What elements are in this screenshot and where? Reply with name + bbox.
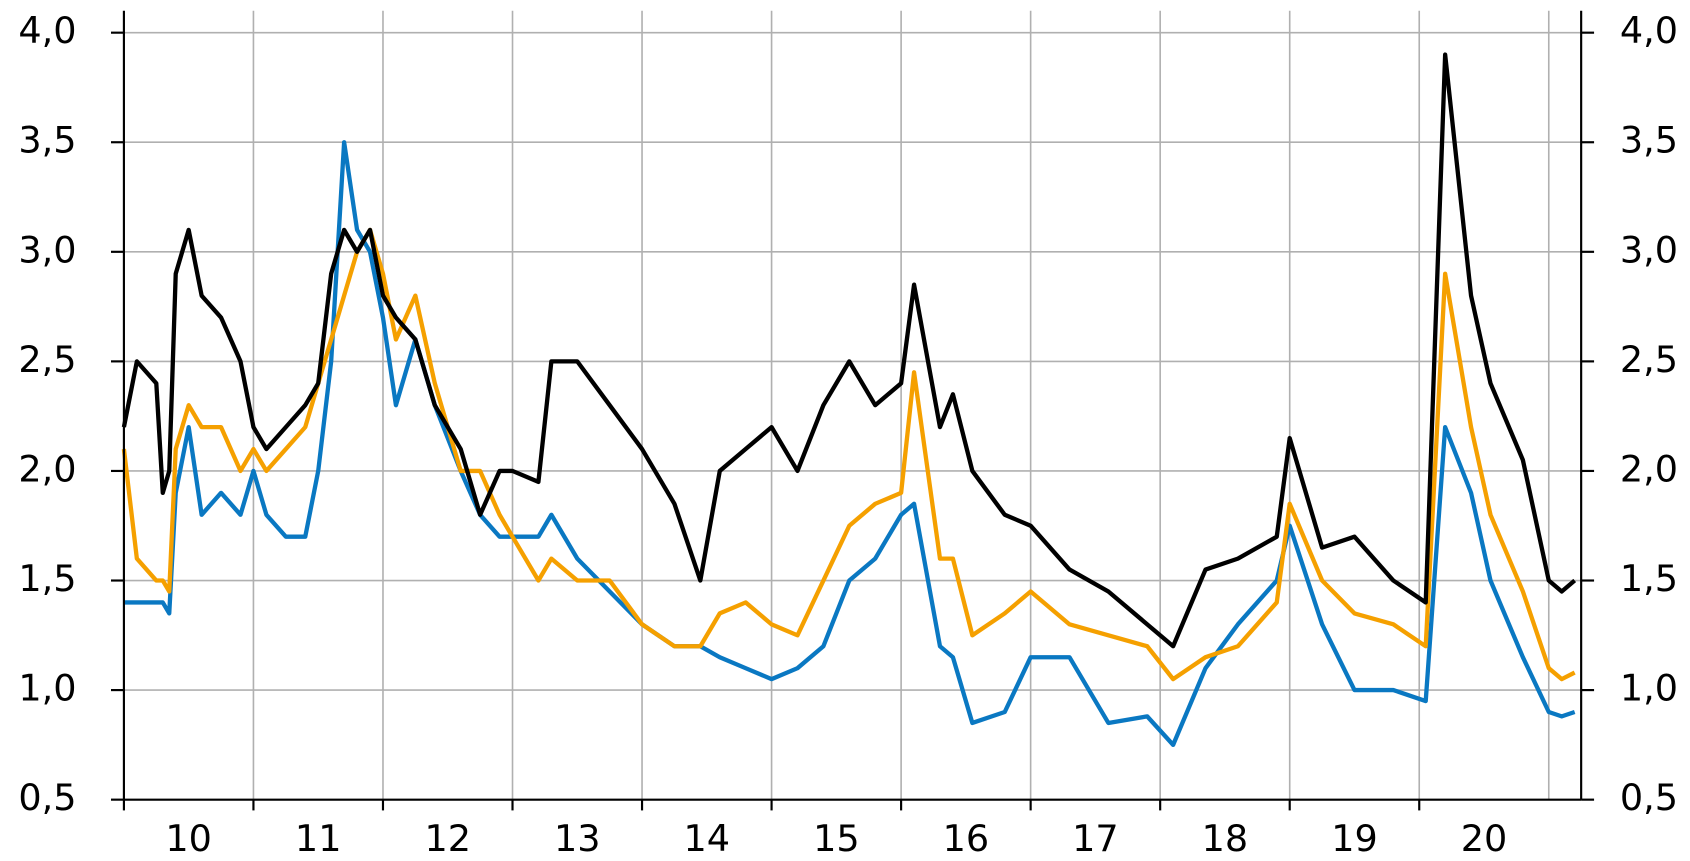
y2-tick-label: 3,5 — [1620, 119, 1678, 162]
lines — [121, 52, 1577, 748]
x-tick-label: 13 — [554, 817, 601, 860]
series-line — [121, 227, 1576, 682]
y2-tick-label: 1,0 — [1620, 667, 1678, 710]
y-tick-label: 4,0 — [18, 9, 76, 52]
y-tick-label: 1,5 — [18, 557, 76, 600]
y-tick-label: 3,0 — [18, 228, 76, 271]
y-tick-label: 3,5 — [18, 119, 76, 162]
y-tick-label: 0,5 — [18, 776, 76, 819]
x-tick-label: 15 — [813, 817, 860, 860]
y2-tick-label: 3,0 — [1620, 228, 1678, 271]
y-tick-label: 2,0 — [18, 447, 76, 490]
y2-tick-label: 0,5 — [1620, 776, 1678, 819]
x-tick-label: 18 — [1202, 817, 1249, 860]
axes: 0,5 0,5 1,0 1,0 1,5 1,5 2,0 2,0 2,5 2,5 3,0 3,0 3,5 3… — [18, 9, 1678, 860]
y2-tick-label: 1,5 — [1620, 557, 1678, 600]
x-tick-label: 17 — [1072, 817, 1119, 860]
grid — [123, 10, 1582, 801]
y2-tick-label: 2,0 — [1620, 447, 1678, 490]
x-tick-label: 10 — [165, 817, 212, 860]
x-tick-label: 12 — [424, 817, 471, 860]
x-tick-label: 14 — [684, 817, 731, 860]
x-tick-label: 19 — [1331, 817, 1378, 860]
y-tick-label: 1,0 — [18, 667, 76, 710]
x-tick-label: 16 — [943, 817, 990, 860]
y2-tick-label: 2,5 — [1620, 338, 1678, 381]
y2-tick-label: 4,0 — [1620, 9, 1678, 52]
x-tick-label: 11 — [295, 817, 342, 860]
x-tick-label: 20 — [1461, 817, 1508, 860]
series-line — [121, 52, 1577, 649]
y-tick-label: 2,5 — [18, 338, 76, 381]
